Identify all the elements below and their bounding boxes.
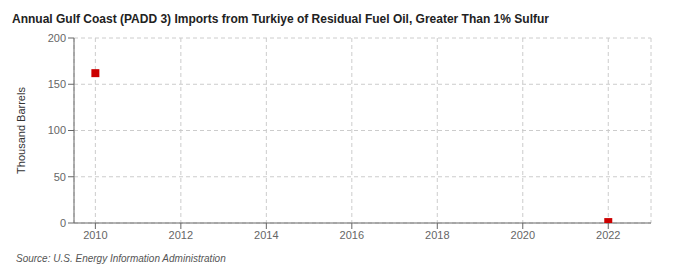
svg-text:100: 100 <box>48 124 66 136</box>
svg-text:2016: 2016 <box>340 229 364 241</box>
svg-text:2014: 2014 <box>254 229 278 241</box>
svg-text:50: 50 <box>54 171 66 183</box>
svg-text:150: 150 <box>48 78 66 90</box>
svg-text:0: 0 <box>60 217 66 229</box>
svg-text:Thousand Barrels: Thousand Barrels <box>15 87 27 174</box>
svg-text:2022: 2022 <box>596 229 620 241</box>
svg-text:2010: 2010 <box>83 229 107 241</box>
html-text:Annual Gulf Coast (PADD 3) Imp: Annual Gulf Coast (PADD 3) Imports from … <box>12 12 549 26</box>
svg-text:200: 200 <box>48 32 66 44</box>
svg-text:2012: 2012 <box>169 229 193 241</box>
svg-text:2018: 2018 <box>425 229 449 241</box>
html-text:Source: U.S. Energy Informatio: Source: U.S. Energy Information Administ… <box>16 253 226 264</box>
svg-text:2020: 2020 <box>511 229 535 241</box>
